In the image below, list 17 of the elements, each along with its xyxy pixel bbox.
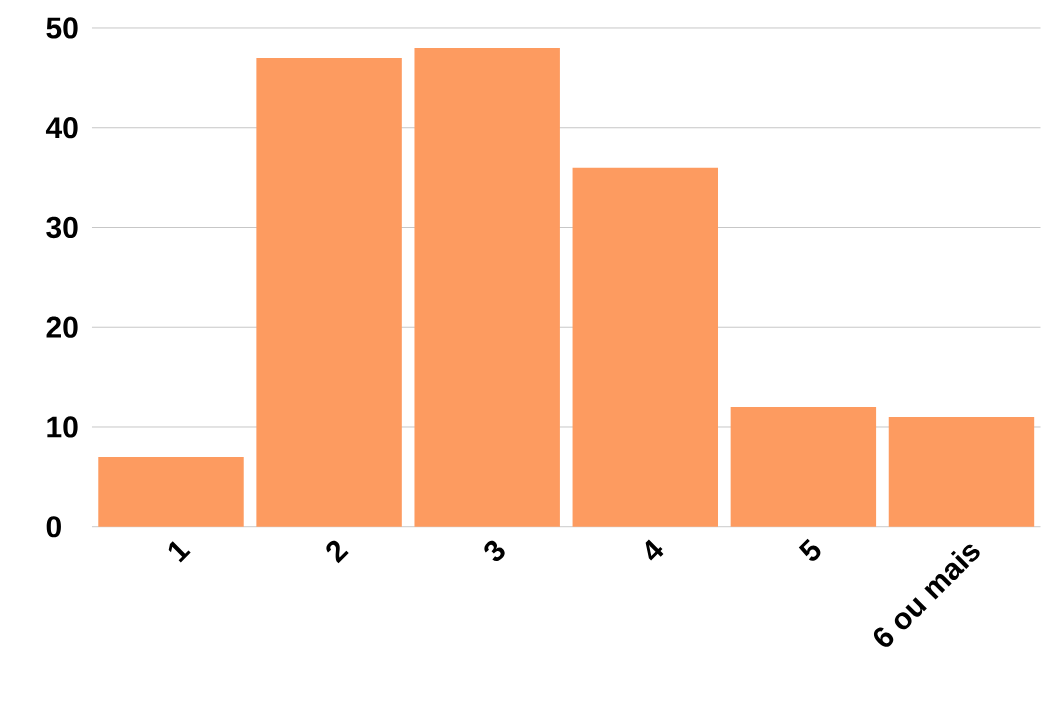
y-tick-label: 20 <box>46 316 78 339</box>
y-tick-label: 50 <box>46 17 78 39</box>
x-tick-label: 5 <box>798 538 821 561</box>
bar <box>414 48 560 527</box>
bar <box>730 407 877 527</box>
bar <box>888 417 1035 527</box>
y-tick-label: 30 <box>46 217 78 239</box>
x-tick-label: 3 <box>484 540 505 562</box>
y-tick-label: 10 <box>47 416 78 438</box>
x-tick-label: 2 <box>326 540 349 564</box>
x-tick-label: 4 <box>645 539 664 561</box>
y-tick-label: 40 <box>45 117 78 139</box>
bar <box>256 58 402 527</box>
bar <box>98 457 244 527</box>
bar <box>572 167 719 527</box>
x-tick-label: 1 <box>168 541 191 563</box>
y-tick-label: 0 <box>46 516 61 538</box>
